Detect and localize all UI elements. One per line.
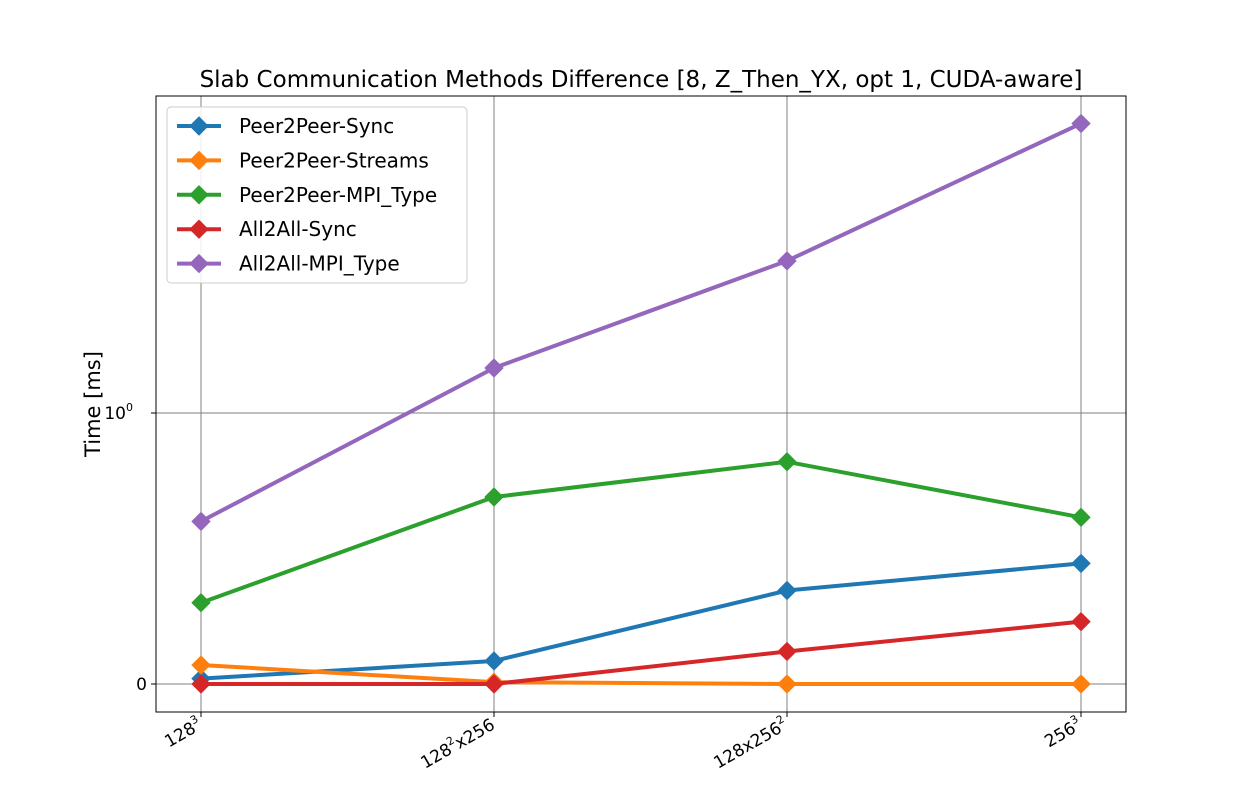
data-point-marker bbox=[777, 580, 797, 601]
data-point-marker bbox=[484, 358, 504, 378]
y-tick-label: 0 bbox=[136, 675, 147, 695]
legend-box bbox=[166, 106, 468, 284]
legend-item: Peer2Peer-MPI_Type bbox=[177, 183, 437, 207]
legend-label: Peer2Peer-MPI_Type bbox=[239, 183, 437, 207]
legend-marker bbox=[189, 185, 209, 205]
legend: Peer2Peer-Sync Peer2Peer-Streams Peer2Peer… bbox=[166, 106, 468, 284]
data-point-marker bbox=[777, 674, 797, 694]
legend-label: All2All-Sync bbox=[239, 217, 357, 241]
series-line bbox=[200, 663, 1081, 686]
data-point-marker bbox=[484, 651, 504, 671]
series-line bbox=[200, 121, 1082, 524]
chart-title: Slab Communication Methods Difference [8… bbox=[200, 67, 1083, 93]
data-point-marker bbox=[191, 592, 211, 613]
data-point-marker bbox=[1071, 507, 1091, 528]
data-point-marker bbox=[1071, 113, 1091, 134]
data-point-marker bbox=[777, 251, 797, 271]
data-point-marker bbox=[484, 674, 504, 694]
data-point-marker bbox=[191, 674, 211, 694]
series-line bbox=[200, 459, 1082, 605]
legend-label: All2All-MPI_Type bbox=[239, 252, 400, 276]
y-axis-label: Time [ms] bbox=[81, 351, 105, 458]
y-tick-label: 100 bbox=[104, 401, 133, 424]
data-point-marker bbox=[191, 511, 211, 532]
legend-item: All2All-MPI_Type bbox=[177, 252, 400, 276]
legend-label: Peer2Peer-Streams bbox=[239, 148, 429, 172]
legend-item: All2All-Sync bbox=[177, 217, 357, 241]
data-point-marker bbox=[777, 452, 797, 472]
data-point-marker bbox=[191, 655, 211, 675]
data-point-marker bbox=[484, 487, 504, 507]
series-line bbox=[201, 619, 1082, 686]
legend-marker bbox=[189, 219, 209, 239]
series-peer2peer-mpi-type bbox=[191, 452, 1091, 613]
series-all2all-mpi-type bbox=[191, 113, 1091, 532]
legend-item: Peer2Peer-Streams bbox=[177, 148, 429, 172]
series-all2all-sync bbox=[191, 611, 1091, 694]
legend-item: Peer2Peer-Sync bbox=[177, 114, 394, 138]
data-point-marker bbox=[1071, 553, 1091, 574]
x-tick-label: 1283 bbox=[160, 712, 206, 752]
legend-marker bbox=[189, 116, 209, 136]
series-layer bbox=[191, 113, 1091, 694]
series-line bbox=[200, 561, 1082, 681]
data-point-marker bbox=[1071, 674, 1091, 694]
legend-marker bbox=[189, 150, 209, 171]
plot-frame bbox=[155, 95, 1127, 713]
legend-label: Peer2Peer-Sync bbox=[239, 114, 394, 138]
data-point-marker bbox=[1071, 611, 1091, 632]
data-point-marker bbox=[777, 641, 797, 662]
legend-marker bbox=[189, 253, 209, 274]
